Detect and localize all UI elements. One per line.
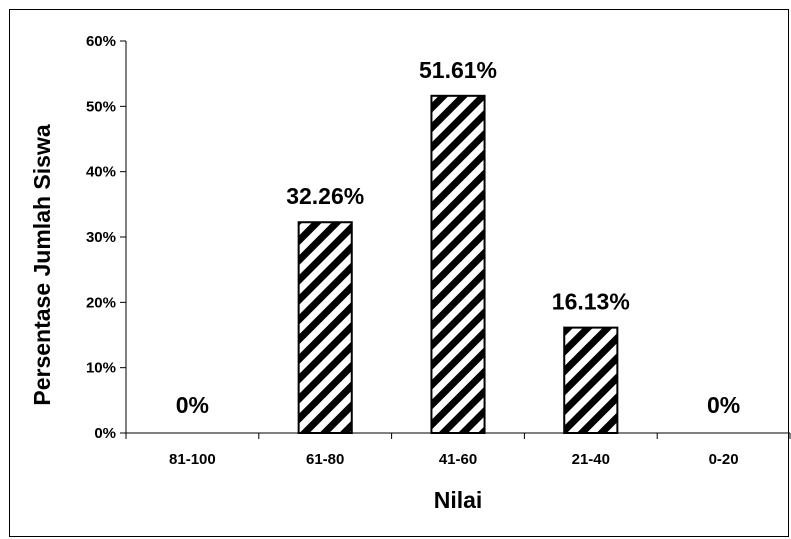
y-tick-label: 60% bbox=[86, 33, 116, 50]
y-tick-label: 50% bbox=[86, 98, 116, 115]
category-label: 81-100 bbox=[169, 451, 216, 468]
x-axis-ticks bbox=[125, 433, 791, 439]
y-axis-title: Persentase Jumlah Siswa bbox=[29, 124, 55, 405]
category-label: 61-80 bbox=[306, 451, 344, 468]
data-label: 0% bbox=[176, 392, 209, 418]
y-tick-label: 0% bbox=[94, 425, 116, 442]
bar-21-40 bbox=[563, 326, 619, 435]
y-tick-label: 20% bbox=[86, 294, 116, 311]
data-label: 0% bbox=[707, 392, 740, 418]
category-labels: 81-100 61-80 41-60 21-40 0-20 bbox=[169, 451, 739, 468]
y-tick-label: 40% bbox=[86, 164, 116, 181]
data-label: 16.13% bbox=[552, 289, 630, 315]
y-tick-label: 10% bbox=[86, 360, 116, 377]
bars bbox=[297, 94, 619, 435]
category-label: 0-20 bbox=[709, 451, 739, 468]
category-label: 21-40 bbox=[572, 451, 610, 468]
category-label: 41-60 bbox=[439, 451, 477, 468]
y-tick-label: 30% bbox=[86, 229, 116, 246]
chart-frame bbox=[9, 9, 789, 537]
y-axis-ticks: 0% 10% 20% 30% 40% 50% 60% bbox=[86, 33, 126, 442]
bar-41-60 bbox=[430, 94, 486, 434]
x-axis-title: Nilai bbox=[434, 487, 483, 513]
data-labels: 0% 32.26% 51.61% 16.13% 0% bbox=[176, 57, 740, 418]
bar-61-80 bbox=[297, 221, 353, 434]
data-label: 51.61% bbox=[419, 57, 497, 83]
data-label: 32.26% bbox=[286, 183, 364, 209]
